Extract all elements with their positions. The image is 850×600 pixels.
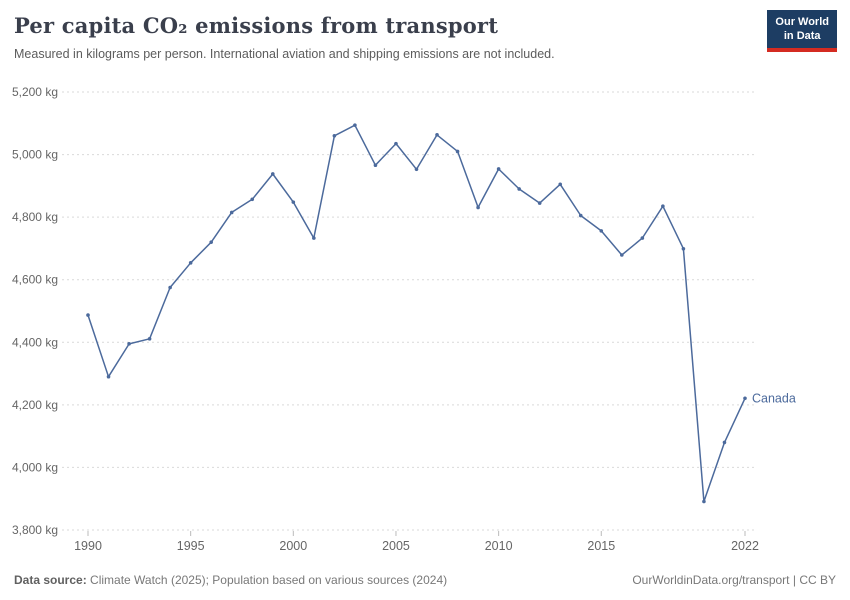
data-point[interactable]	[517, 187, 521, 191]
x-tick-label: 2005	[382, 539, 410, 553]
data-point[interactable]	[229, 210, 234, 215]
data-point[interactable]	[455, 149, 460, 154]
data-point[interactable]	[496, 167, 501, 171]
data-point[interactable]	[270, 172, 275, 176]
data-point[interactable]	[537, 201, 542, 205]
data-point[interactable]	[620, 253, 624, 257]
page-title: Per capita CO₂ emissions from transport	[14, 13, 499, 38]
data-point[interactable]	[394, 141, 398, 146]
data-point[interactable]	[558, 182, 563, 187]
line-series-canada[interactable]	[87, 124, 746, 503]
y-tick-label: 4,000 kg	[12, 460, 58, 474]
owid-logo[interactable]: Our World in Data	[767, 10, 837, 52]
data-point[interactable]	[722, 440, 727, 445]
owid-link[interactable]: OurWorldinData.org/transport	[632, 573, 790, 587]
data-point[interactable]	[312, 236, 316, 240]
owid-logo-line2: in Data	[783, 30, 821, 43]
chart-footer: Data source: Climate Watch (2025); Popul…	[0, 560, 850, 600]
data-point[interactable]	[373, 163, 378, 168]
data-point[interactable]	[353, 123, 357, 127]
data-point[interactable]	[332, 134, 337, 138]
y-tick-label: 3,800 kg	[12, 523, 58, 537]
y-tick-label: 4,200 kg	[12, 398, 58, 412]
gridlines	[62, 91, 756, 531]
data-point[interactable]	[86, 313, 90, 317]
data-points-canada[interactable]	[86, 123, 747, 504]
data-point[interactable]	[209, 240, 213, 244]
data-point[interactable]	[599, 229, 604, 233]
y-axis-labels: 3,800 kg 4,000 kg 4,200 kg 4,400 kg 4,600 kg…	[12, 85, 58, 537]
y-tick-label: 4,400 kg	[12, 335, 58, 349]
data-point[interactable]	[476, 205, 480, 210]
x-tick-label: 2000	[279, 539, 307, 553]
series-label-canada[interactable]: Canada	[752, 391, 796, 405]
data-point[interactable]	[661, 204, 665, 208]
data-source-label: Data source:	[14, 573, 87, 587]
x-tick-label: 1990	[74, 539, 102, 553]
data-point[interactable]	[168, 285, 172, 290]
data-point[interactable]	[147, 337, 152, 341]
footer-divider: |	[789, 573, 800, 587]
data-point[interactable]	[291, 200, 296, 204]
data-point[interactable]	[188, 261, 193, 265]
chart-header: Per capita CO₂ emissions from transport …	[0, 0, 850, 61]
y-tick-label: 4,600 kg	[12, 273, 58, 287]
y-tick-label: 5,200 kg	[12, 85, 58, 99]
y-tick-label: 4,800 kg	[12, 210, 58, 224]
x-axis-labels: 1990 1995 2000 2005 2010 2015 2022	[74, 531, 759, 553]
data-point[interactable]	[578, 213, 583, 218]
chart-subtitle: Measured in kilograms per person. Intern…	[14, 47, 555, 61]
owid-logo-line1: Our World	[775, 16, 829, 28]
data-point[interactable]	[106, 374, 111, 379]
chart-area[interactable]: 3,800 kg 4,000 kg 4,200 kg 4,400 kg 4,600 kg…	[0, 75, 850, 555]
data-point[interactable]	[435, 133, 439, 137]
data-source-text: Climate Watch (2025); Population based o…	[86, 573, 448, 587]
data-point[interactable]	[743, 396, 747, 401]
license-text: CC BY	[799, 573, 836, 587]
data-point[interactable]	[127, 342, 131, 346]
footer-right: OurWorldinData.org/transport | CC BY	[632, 573, 836, 587]
x-tick-label: 2010	[485, 539, 513, 553]
x-tick-label: 2022	[731, 539, 759, 553]
data-point[interactable]	[250, 197, 255, 202]
data-point[interactable]	[414, 167, 419, 172]
data-point[interactable]	[640, 236, 645, 240]
data-source: Data source: Climate Watch (2025); Popul…	[14, 573, 447, 587]
y-tick-label: 5,000 kg	[12, 148, 58, 162]
x-tick-label: 1995	[177, 539, 205, 553]
data-point[interactable]	[702, 499, 706, 504]
data-point[interactable]	[681, 246, 686, 251]
line-chart[interactable]: 3,800 kg 4,000 kg 4,200 kg 4,400 kg 4,600 kg…	[0, 75, 850, 555]
x-tick-label: 2015	[587, 539, 615, 553]
